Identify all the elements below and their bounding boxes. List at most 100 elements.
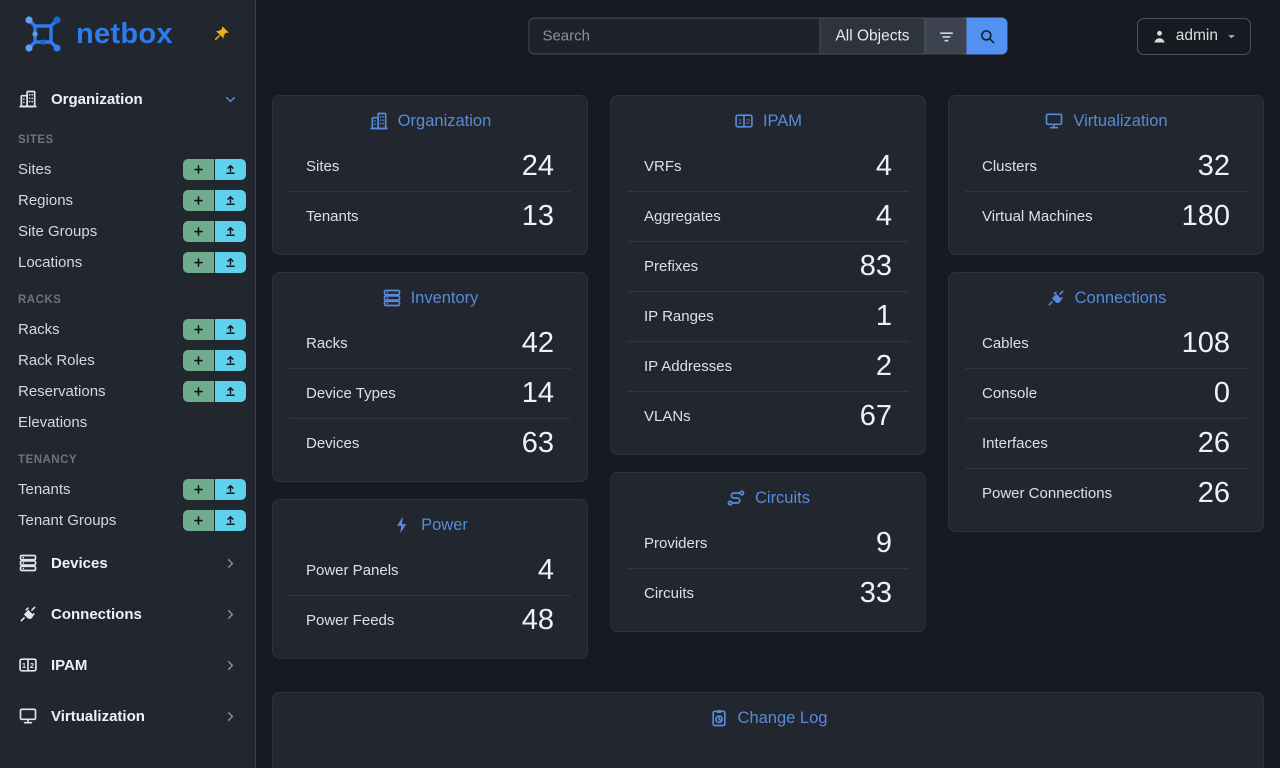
add-button[interactable]: [183, 381, 214, 402]
sidebar-group-connections[interactable]: Connections: [0, 590, 255, 638]
add-button[interactable]: [183, 479, 214, 500]
sidebar-group-devices[interactable]: Devices: [0, 539, 255, 587]
stat-value[interactable]: 83: [859, 250, 892, 282]
search-submit-button[interactable]: [966, 17, 1008, 55]
card-header: Power: [273, 500, 587, 546]
stat-value[interactable]: 48: [521, 604, 554, 636]
sidebar-item-sites[interactable]: Sites: [0, 154, 255, 185]
sidebar-item-elevations[interactable]: Elevations: [0, 407, 255, 438]
stat-value[interactable]: 26: [1197, 477, 1230, 509]
stat-value[interactable]: 24: [521, 150, 554, 182]
add-button[interactable]: [183, 350, 214, 371]
search-scope-button[interactable]: All Objects: [819, 17, 925, 55]
stat-label: Device Types: [306, 385, 396, 402]
import-button[interactable]: [215, 252, 246, 273]
sidebar-item-racks[interactable]: Racks: [0, 314, 255, 345]
sidebar-item-site-groups[interactable]: Site Groups: [0, 216, 255, 247]
search-input[interactable]: [528, 17, 820, 55]
stat-value[interactable]: 32: [1197, 150, 1230, 182]
monitor-icon: [1044, 111, 1064, 131]
stat-value[interactable]: 1: [875, 300, 892, 332]
import-button[interactable]: [215, 479, 246, 500]
stat-row-tenants: Tenants 13: [273, 192, 587, 241]
sidebar-group-label: IPAM: [51, 656, 88, 674]
card-header: Virtualization: [949, 96, 1263, 142]
svg-text:1: 1: [738, 117, 742, 126]
upload-icon: [224, 194, 237, 207]
plus-icon: [192, 225, 205, 238]
sidebar-item-tenant-groups[interactable]: Tenant Groups: [0, 505, 255, 536]
stat-value[interactable]: 4: [875, 150, 892, 182]
sidebar-item-label: Regions: [18, 192, 74, 209]
stat-row-console: Console 0: [949, 369, 1263, 418]
stat-value[interactable]: 13: [521, 200, 554, 232]
stat-value[interactable]: 63: [521, 427, 554, 459]
sidebar-group-virtualization[interactable]: Virtualization: [0, 692, 255, 740]
stat-value[interactable]: 180: [1181, 200, 1230, 232]
stat-row-racks: Racks 42: [273, 319, 587, 368]
add-button[interactable]: [183, 221, 214, 242]
sidebar-item-locations[interactable]: Locations: [0, 247, 255, 278]
search-group: All Objects: [528, 17, 1008, 55]
add-button[interactable]: [183, 190, 214, 211]
card-header: Organization: [273, 96, 587, 142]
stat-value[interactable]: 2: [875, 350, 892, 382]
stat-value[interactable]: 14: [521, 377, 554, 409]
search-filter-button[interactable]: [924, 17, 967, 55]
stat-value[interactable]: 0: [1213, 377, 1230, 409]
stat-row-vlans: VLANs 67: [611, 392, 925, 441]
add-button[interactable]: [183, 252, 214, 273]
card-rows: Cables 108 Console 0 Interfaces 26 Power Conne…: [949, 319, 1263, 531]
stat-value[interactable]: 26: [1197, 427, 1230, 459]
sidebar-item-tenants[interactable]: Tenants: [0, 474, 255, 505]
stat-value[interactable]: 4: [537, 554, 554, 586]
stat-value[interactable]: 33: [859, 577, 892, 609]
import-button[interactable]: [215, 221, 246, 242]
stat-value[interactable]: 42: [521, 327, 554, 359]
sidebar-item-label: Elevations: [18, 414, 88, 431]
user-menu-button[interactable]: admin: [1136, 17, 1251, 55]
sidebar-item-label: Sites: [18, 161, 52, 178]
stat-row-cables: Cables 108: [949, 319, 1263, 368]
topbar: All Objects admin: [272, 0, 1264, 72]
stat-label: Providers: [644, 535, 708, 552]
user-icon: [1151, 28, 1168, 45]
stat-value[interactable]: 4: [875, 200, 892, 232]
sidebar-item-rack-roles[interactable]: Rack Roles: [0, 345, 255, 376]
import-button[interactable]: [215, 350, 246, 371]
sidebar-item-regions[interactable]: Regions: [0, 185, 255, 216]
sidebar-item-reservations[interactable]: Reservations: [0, 376, 255, 407]
add-button[interactable]: [183, 319, 214, 340]
stat-value[interactable]: 108: [1181, 327, 1230, 359]
stat-value[interactable]: 9: [875, 527, 892, 559]
import-button[interactable]: [215, 510, 246, 531]
netbox-logo-mark-icon: [18, 12, 68, 56]
import-button[interactable]: [215, 190, 246, 211]
import-button[interactable]: [215, 319, 246, 340]
row-divider: [289, 418, 571, 419]
card-rows: Clusters 32 Virtual Machines 180: [949, 142, 1263, 254]
plug-icon: [18, 604, 38, 624]
add-button[interactable]: [183, 510, 214, 531]
sidebar-pin-button[interactable]: [211, 22, 233, 47]
server-icon: [382, 288, 402, 308]
sidebar-group-organization[interactable]: Organization: [0, 80, 255, 118]
row-divider: [627, 568, 909, 569]
stat-row-devices: Devices 63: [273, 419, 587, 468]
stat-row-prefixes: Prefixes 83: [611, 242, 925, 291]
plus-icon: [192, 385, 205, 398]
change-log-body: [273, 739, 1263, 768]
sidebar: netbox Organization SITES Sites Regions Site…: [0, 0, 256, 768]
import-button[interactable]: [215, 159, 246, 180]
card-title: Inventory: [410, 288, 479, 307]
import-button[interactable]: [215, 381, 246, 402]
netbox-logo[interactable]: netbox: [18, 12, 173, 56]
stat-label: Interfaces: [982, 435, 1048, 452]
sidebar-group-ipam[interactable]: 1 2 IPAM: [0, 641, 255, 689]
add-button[interactable]: [183, 159, 214, 180]
user-menu-label: admin: [1175, 27, 1218, 44]
route-icon: [726, 488, 746, 508]
stat-value[interactable]: 67: [859, 400, 892, 432]
